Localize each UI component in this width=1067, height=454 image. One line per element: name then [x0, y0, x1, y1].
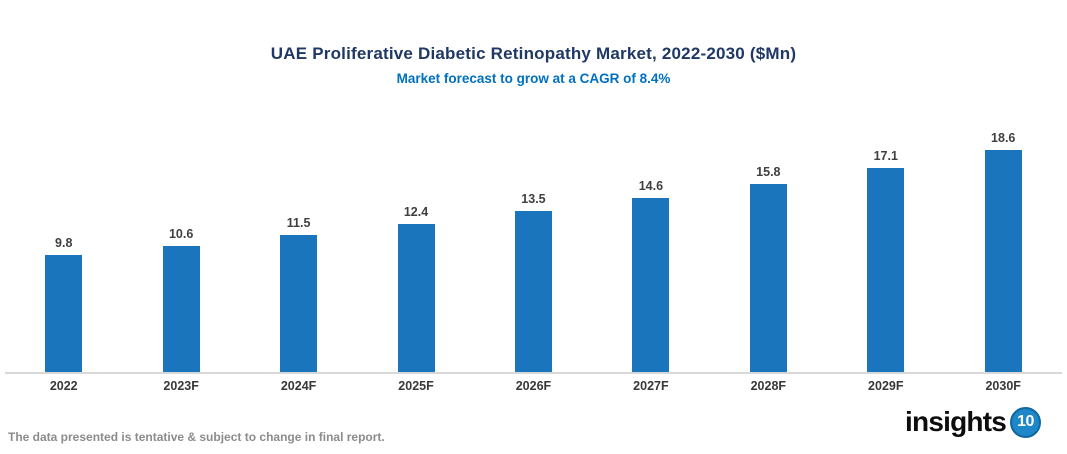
bar-value-label: 11.5 [286, 216, 311, 230]
x-axis-tick-label: 2026F [515, 379, 552, 393]
bar-group: 15.8 [710, 122, 827, 372]
bar-group: 17.1 [827, 122, 944, 372]
bar-value-label: 15.8 [756, 165, 781, 179]
bar-group: 9.8 [5, 122, 122, 372]
bar [632, 198, 670, 372]
bar-value-label: 18.6 [991, 131, 1016, 145]
logo-badge-10-icon: 10 [1010, 406, 1041, 438]
bar [45, 255, 83, 372]
bar [514, 211, 552, 372]
x-axis-line [5, 372, 1062, 374]
bar-value-label: 17.1 [873, 149, 898, 163]
bar-value-label: 9.8 [55, 236, 73, 250]
x-axis-tick-label: 2024F [280, 379, 317, 393]
x-axis-tick-label: 2023F [163, 379, 199, 393]
bar-value-label: 13.5 [521, 192, 546, 206]
bar [280, 235, 318, 372]
x-axis-tick-label: 2025F [398, 379, 434, 393]
x-axis-tick-label: 2029F [868, 379, 904, 393]
bar [162, 246, 200, 372]
disclaimer-note: The data presented is tentative & subjec… [8, 430, 385, 444]
bar-value-label: 14.6 [638, 179, 664, 193]
bar-value-label: 10.6 [168, 227, 194, 241]
x-axis-tick-label: 2027F [633, 379, 669, 393]
chart-title: UAE Proliferative Diabetic Retinopathy M… [270, 44, 797, 63]
bar-value-label: 12.4 [403, 205, 429, 219]
logo-text: insights [905, 406, 1007, 437]
bar [867, 168, 905, 372]
insights10-logo: insights 10 [905, 406, 1041, 438]
bar [984, 150, 1022, 372]
x-axis-tick-label: 2028F [750, 379, 787, 393]
bar-group: 18.6 [945, 122, 1062, 372]
bar-group: 13.5 [475, 122, 592, 372]
x-axis-tick-label: 2022 [49, 379, 78, 393]
bar [397, 224, 435, 372]
bar-group: 12.4 [357, 122, 474, 372]
bar-group: 10.6 [122, 122, 239, 372]
bar-group: 11.5 [240, 122, 357, 372]
bar-group: 14.6 [592, 122, 709, 372]
chart-subtitle: Market forecast to grow at a CAGR of 8.4… [396, 71, 671, 86]
x-axis-labels: 2022 2023F 2024F 2025F 2026F 2027F 2028F 2029F 2… [5, 379, 1062, 393]
x-axis-tick-label: 2030F [985, 379, 1021, 393]
bar-chart-plot-area: 9.8 10.6 11.5 12.4 13.5 14.6 15.8 17.1 18.6 [5, 122, 1062, 372]
bar [749, 184, 787, 372]
